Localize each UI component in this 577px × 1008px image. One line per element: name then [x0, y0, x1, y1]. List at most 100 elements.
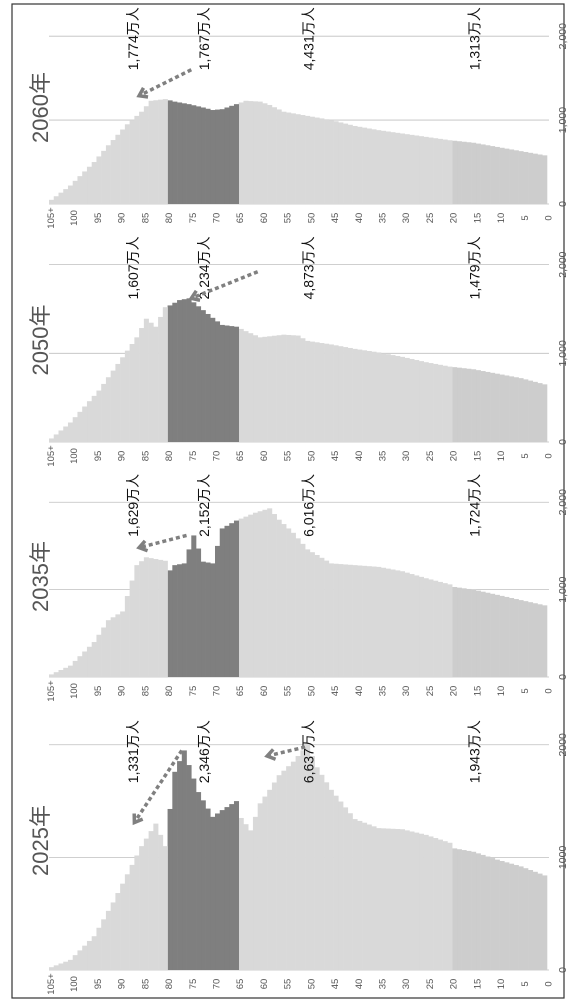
age-tick-label: 45 — [330, 451, 341, 462]
age-tick-label: 10 — [496, 979, 507, 990]
age-bar — [414, 832, 420, 970]
age-tick-label: 55 — [283, 979, 294, 990]
age-bar — [494, 146, 500, 204]
age-bar — [177, 300, 183, 442]
age-bar — [504, 148, 510, 204]
age-tick-label: 0 — [544, 981, 555, 986]
age-bar — [418, 361, 424, 442]
age-bar — [134, 565, 140, 677]
age-bar — [186, 298, 192, 442]
age-tick-label: 30 — [401, 686, 412, 697]
age-bar — [475, 590, 481, 677]
age-bar — [86, 646, 92, 677]
age-bar — [110, 370, 116, 442]
value-tick-label: 0 — [557, 967, 569, 973]
year-label: 2025年 — [28, 805, 53, 876]
age-tick-label: 105+ — [46, 680, 57, 702]
age-bar — [124, 350, 130, 442]
age-bar — [300, 115, 306, 204]
age-bar — [433, 838, 439, 970]
age-bar — [238, 102, 244, 204]
age-bar — [513, 150, 519, 204]
age-tick-label: 15 — [472, 979, 483, 990]
age-bar — [475, 370, 481, 442]
age-bar — [499, 595, 505, 677]
age-bar — [105, 377, 111, 442]
age-bar — [134, 115, 140, 204]
age-bar — [229, 105, 235, 204]
age-bar — [58, 192, 64, 204]
age-bar — [352, 565, 358, 677]
age-tick-label: 40 — [354, 686, 365, 697]
age-tick-label: 30 — [401, 451, 412, 462]
age-bar — [177, 761, 183, 970]
age-bar — [110, 902, 116, 970]
age-bar — [518, 866, 524, 970]
age-bar — [471, 851, 477, 970]
cohort-arrowhead — [188, 289, 201, 302]
age-bar — [86, 166, 92, 204]
age-bar — [210, 563, 216, 677]
value-tick-label: 2,000 — [557, 489, 569, 515]
age-bar — [437, 839, 443, 970]
age-bar — [305, 340, 311, 442]
age-tick-label: 60 — [259, 979, 270, 990]
age-bar — [395, 132, 401, 204]
age-bar — [376, 352, 382, 442]
age-bar — [181, 750, 187, 970]
age-bar — [124, 874, 130, 970]
age-bar — [485, 145, 491, 204]
age-bar — [309, 341, 315, 442]
age-bar — [418, 136, 424, 204]
age-bar — [215, 545, 221, 677]
age-bar — [91, 162, 97, 204]
age-bar — [399, 133, 406, 204]
age-bar — [101, 919, 107, 970]
age-bar — [338, 122, 344, 204]
value-tick-label: 1,000 — [557, 107, 569, 133]
age-tick-label: 65 — [235, 451, 246, 462]
age-bar — [96, 156, 102, 204]
age-bar — [82, 651, 88, 677]
age-bar — [58, 963, 64, 970]
age-bar — [72, 180, 78, 204]
value-tick-label: 0 — [557, 439, 569, 445]
value-tick-label: 1000 — [557, 846, 569, 870]
age-bar — [267, 789, 273, 970]
age-bar — [433, 138, 439, 204]
age-bar — [518, 151, 524, 204]
age-bar — [395, 355, 401, 442]
segment-label: 1,767万人 — [196, 7, 212, 70]
age-bar — [456, 141, 462, 204]
age-bar — [200, 310, 206, 442]
segment-label: 6,637万人 — [301, 720, 317, 783]
age-bar — [139, 111, 145, 204]
age-bar — [523, 868, 529, 970]
age-bar — [172, 771, 178, 970]
segment-label: 1,313万人 — [467, 7, 483, 70]
age-bar — [271, 335, 277, 442]
cohort-arrow — [132, 749, 184, 824]
age-bar — [314, 555, 320, 677]
age-bar — [532, 153, 538, 204]
age-tick-label: 5 — [520, 688, 531, 693]
age-bar — [295, 756, 301, 970]
age-bar — [385, 131, 391, 204]
year-label: 2035年 — [28, 541, 53, 612]
age-bar — [390, 132, 396, 204]
age-bar — [347, 124, 353, 204]
age-bar — [456, 849, 462, 970]
age-bar — [409, 358, 415, 442]
age-bar — [215, 813, 221, 970]
age-bar — [286, 528, 292, 677]
age-bar — [357, 126, 363, 204]
age-bar — [196, 792, 202, 970]
age-bar — [404, 572, 410, 677]
age-tick-label: 45 — [330, 686, 341, 697]
age-bar — [447, 366, 453, 442]
age-bar — [233, 801, 240, 970]
age-tick-label: 100 — [69, 976, 80, 992]
age-bar — [148, 322, 154, 442]
